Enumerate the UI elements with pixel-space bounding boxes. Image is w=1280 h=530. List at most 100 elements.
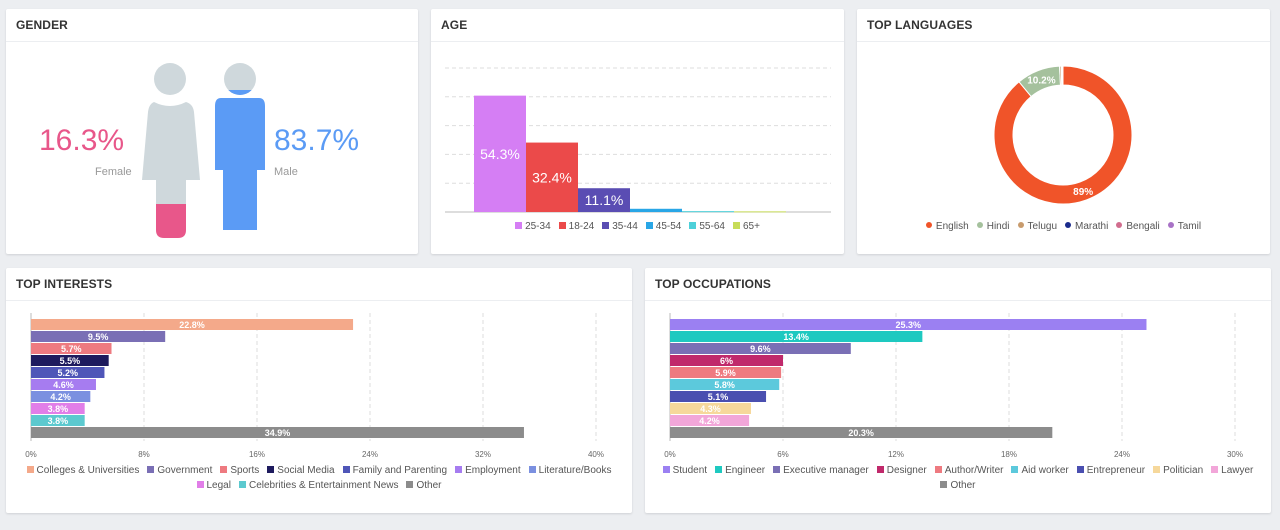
occupation-legend-item-author-writer[interactable]: Author/Writer [934,463,1004,478]
age-bar-65+[interactable] [734,211,786,213]
interest-bar-legal[interactable] [31,403,85,414]
x-tick-label: 24% [1114,450,1130,459]
legend-swatch [455,466,463,473]
age-bar-25-34[interactable] [474,95,526,212]
age-bar-18-24[interactable] [526,142,578,212]
age-bar-55-64[interactable] [682,211,734,213]
occupation-bar-student[interactable] [670,319,1147,330]
occupations-chart: 0% 6% 12% 18% 24% 30% 25.3% 13.4% 9.6% 6% 5.9% 5.8%… [664,313,1243,459]
language-legend-item-telugu[interactable]: Telugu [1017,219,1057,234]
interest-legend-item-other[interactable]: Other [406,478,442,493]
female-label: Female [95,166,132,178]
occupation-bar-entrepreneur[interactable] [670,391,767,402]
occupation-legend-item-designer[interactable]: Designer [876,463,927,478]
occupation-legend-item-engineer[interactable]: Engineer [715,463,765,478]
interest-bar-employment[interactable] [31,379,96,390]
interest-legend-item-colleges-universities[interactable]: Colleges & Universities [26,463,139,478]
legend-label: Aid worker [1021,465,1069,476]
occupation-legend-item-aid-worker[interactable]: Aid worker [1011,463,1069,478]
age-legend-item-25-34[interactable]: 25-34 [515,219,551,234]
interest-bar-sports[interactable] [31,343,112,354]
age-data-label: 54.3% [480,146,520,162]
legend-label: Tamil [1177,221,1202,232]
language-slice-english[interactable] [993,65,1133,205]
occupation-bar-politician[interactable] [670,403,751,414]
legend-swatch [662,466,670,473]
occupation-bar-lawyer[interactable] [670,415,750,426]
interest-bar-social-media[interactable] [31,355,109,366]
legend-swatch [1076,466,1084,473]
interest-legend-item-social-media[interactable]: Social Media [267,463,335,478]
occupation-bar-aid-worker[interactable] [670,379,780,390]
interest-legend-item-government[interactable]: Government [147,463,212,478]
legend-swatch [773,466,781,473]
interest-data-label: 5.7% [61,344,82,354]
interest-legend-item-family-and-parenting[interactable]: Family and Parenting [342,463,447,478]
language-legend-item-tamil[interactable]: Tamil [1167,219,1202,234]
language-legend-item-marathi[interactable]: Marathi [1065,219,1108,234]
occupation-legend-item-politician[interactable]: Politician [1153,463,1203,478]
occupation-data-label: 25.3% [895,320,921,330]
interest-bar-colleges-universities[interactable] [31,319,354,330]
occupation-data-label: 4.2% [699,416,720,426]
age-legend-item-65[interactable]: 65+ [732,219,760,234]
language-legend-item-english[interactable]: English [925,219,969,234]
age-legend-item-55-64[interactable]: 55-64 [689,219,725,234]
occupations-legend: Student Engineer Executive manager Designer… [645,463,1271,493]
occupation-bar-executive-manager[interactable] [670,343,851,354]
occupation-legend-item-student[interactable]: Student [662,463,707,478]
age-legend-item-45-54[interactable]: 45-54 [645,219,681,234]
legend-swatch [342,466,350,473]
legend-swatch [645,222,653,229]
interest-legend-item-celebrities-entertainment-news[interactable]: Celebrities & Entertainment News [238,478,398,493]
interest-data-label: 3.8% [48,416,69,426]
age-bar-45-54[interactable] [630,208,682,212]
interests-title: TOP INTERESTS [6,268,632,301]
interest-bar-other[interactable] [31,427,524,438]
female-percent: 16.3% [39,124,125,157]
age-bar-35-44[interactable] [578,188,630,212]
x-tick-label: 18% [1001,450,1017,459]
age-legend-item-18-24[interactable]: 18-24 [558,219,594,234]
interest-bar-government[interactable] [31,331,166,342]
occupation-legend-item-lawyer[interactable]: Lawyer [1211,463,1253,478]
interest-data-label: 34.9% [265,428,291,438]
age-data-label: 32.4% [532,169,572,185]
language-legend-item-bengali[interactable]: Bengali [1116,219,1160,234]
occupation-data-label: 5.8% [714,380,735,390]
occupation-bar-other[interactable] [670,427,1053,438]
occupation-data-label: 9.6% [750,344,771,354]
interest-bar-celebrities-entertainment-news[interactable] [31,415,85,426]
interest-bar-literature-books[interactable] [31,391,91,402]
gender-card: GENDER 16.3% Female 83.7% Male [6,9,418,254]
legend-label: Author/Writer [944,465,1004,476]
legend-swatch [732,222,740,229]
occupation-bar-author-writer[interactable] [670,367,782,378]
interest-data-label: 9.5% [88,332,109,342]
occupation-data-label: 6% [720,356,733,366]
occupation-bar-designer[interactable] [670,355,783,366]
occupation-legend-item-executive-manager[interactable]: Executive manager [773,463,869,478]
legend-label: Telugu [1027,221,1057,232]
interest-data-label: 5.5% [60,356,81,366]
occupation-legend-item-other[interactable]: Other [940,478,976,493]
legend-swatch [1065,222,1071,228]
interest-bar-family-and-parenting[interactable] [31,367,105,378]
occupation-bar-engineer[interactable] [670,331,923,342]
legend-label: Entrepreneur [1086,465,1146,476]
male-head-fill [228,90,252,95]
age-legend-item-35-44[interactable]: 35-44 [602,219,638,234]
interest-legend-item-employment[interactable]: Employment [455,463,521,478]
occupation-legend-item-entrepreneur[interactable]: Entrepreneur [1076,463,1146,478]
legend-swatch [1011,466,1019,473]
x-tick-label: 24% [362,450,378,459]
interest-legend-item-sports[interactable]: Sports [220,463,259,478]
language-legend-item-hindi[interactable]: Hindi [976,219,1010,234]
interest-legend-item-literature-books[interactable]: Literature/Books [528,463,611,478]
interest-data-label: 5.2% [57,368,78,378]
legend-swatch [1116,222,1123,228]
female-figure-icon [142,63,200,238]
legend-swatch [715,466,723,473]
interest-legend-item-legal[interactable]: Legal [196,478,231,493]
legend-label: English [935,221,969,232]
